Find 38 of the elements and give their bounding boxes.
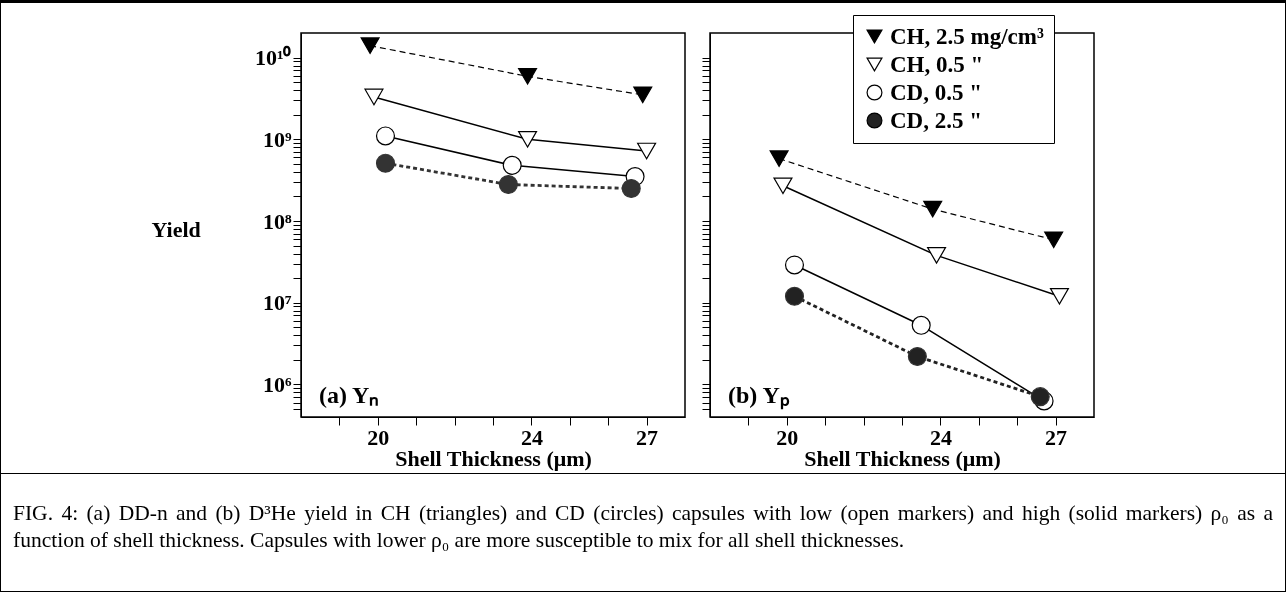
point (923, 200, 943, 218)
point (360, 37, 380, 54)
point (769, 150, 789, 167)
annotation: (b) Yₚ (728, 382, 790, 410)
point (637, 142, 657, 160)
caption: FIG. 4: (a) DD-n and (b) D³He yield in CH (triangles) and CD (circles) capsules with low (open markers) and high (solid markers) ρ₀ as a function of shell thickness. Capsules with lower ρ₀ are more susceptible to mix for all shell thicknesses. (1, 473, 1285, 554)
point (784, 255, 805, 275)
y-tick-label: 10⁹ (262, 126, 292, 152)
legend-label: CD, 0.5 " (890, 79, 982, 105)
legend-label: CH, 0.5 " (890, 51, 984, 77)
point (498, 174, 518, 195)
point (364, 88, 384, 106)
point (502, 155, 522, 175)
annotation: (a) Yₙ (319, 382, 380, 408)
legend-label: CD, 2.5 " (890, 107, 982, 133)
x-tick-label: 27 (636, 424, 659, 450)
y-tick-label: 10⁸ (262, 208, 292, 234)
point (518, 67, 538, 85)
point (773, 177, 793, 195)
point (1044, 231, 1064, 249)
x-tick-label: 20 (776, 424, 799, 450)
y-tick-label: 10⁷ (262, 290, 292, 316)
y-tick-label: 10⁶ (262, 371, 292, 397)
point (911, 315, 931, 335)
point (633, 86, 653, 104)
point (907, 346, 927, 367)
legend-label: CH, 2.5 mg/cm³ (890, 23, 1044, 49)
point (375, 153, 396, 173)
point (518, 130, 538, 148)
x-tick-label: 20 (367, 424, 390, 450)
x-tick-label: 27 (1045, 424, 1068, 450)
point (375, 126, 396, 146)
point (621, 178, 641, 199)
point (927, 247, 947, 264)
y-tick-label: 10¹⁰ (254, 45, 292, 71)
y-axis-title: Yield (151, 216, 201, 242)
point (1049, 287, 1069, 305)
point (784, 286, 805, 306)
